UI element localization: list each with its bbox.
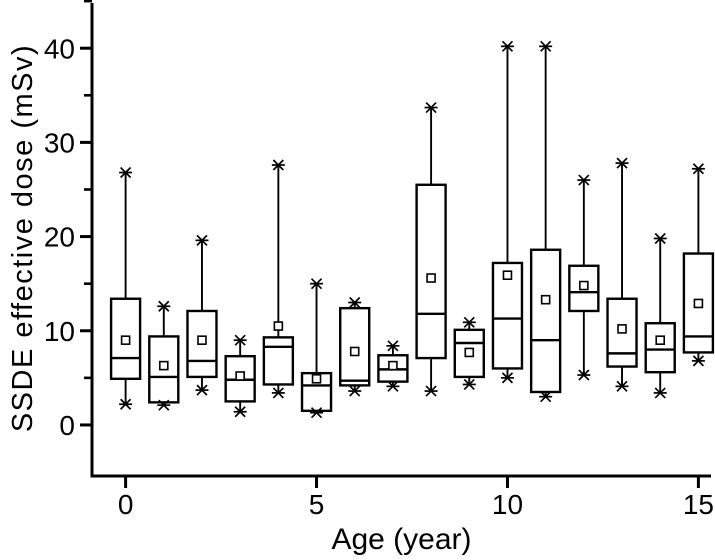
mean-marker: [655, 335, 666, 345]
x-axis-title: Age (year): [331, 523, 471, 556]
box-group-age-7: [377, 340, 409, 392]
iqr-box: [415, 183, 447, 360]
whisker-cap-icon: [691, 355, 705, 367]
whisker-cap-icon: [119, 166, 133, 179]
mean-marker: [540, 294, 551, 305]
whisker-cap-icon: [271, 387, 285, 399]
mean-marker: [158, 360, 169, 371]
y-tick-label: 30: [44, 127, 75, 158]
whisker-cap-icon: [157, 300, 171, 312]
mean-marker: [120, 335, 131, 345]
whisker-cap-icon: [386, 340, 400, 352]
mean-marker: [579, 280, 589, 291]
box-group-age-4: [262, 159, 295, 399]
iqr-box: [529, 248, 562, 394]
y-axis-title: SSDE effective dose (mSv): [7, 44, 39, 432]
x-tick-label: 5: [309, 489, 325, 520]
y-tick-label: 10: [44, 316, 75, 347]
iqr-box: [262, 336, 295, 386]
y-tick-label: 40: [44, 33, 75, 64]
mean-marker: [693, 298, 704, 309]
x-tick-label: 0: [118, 489, 134, 520]
whisker-cap-icon: [500, 40, 514, 52]
whisker-cap-icon: [424, 385, 438, 397]
mean-marker: [464, 347, 475, 358]
box-group-age-14: [644, 232, 676, 399]
box-group-age-15: [682, 163, 715, 367]
mean-marker: [273, 321, 284, 331]
whisker-cap-icon: [195, 384, 209, 396]
y-tick-label: 20: [44, 222, 75, 253]
mean-marker: [388, 360, 398, 371]
y-tick-label: 0: [59, 410, 75, 441]
mean-marker: [349, 346, 360, 357]
box-group-age-10: [491, 40, 524, 384]
iqr-box: [453, 328, 485, 379]
x-tick-label: 10: [492, 489, 523, 520]
box-group-age-13: [606, 157, 638, 392]
x-tick-label: 15: [683, 489, 714, 520]
whisker-cap-icon: [310, 407, 324, 419]
box-group-age-3: [224, 334, 256, 418]
box-group-age-6: [339, 296, 371, 397]
whisker-cap-icon: [577, 369, 591, 381]
whisker-cap-icon: [386, 380, 400, 392]
mean-marker: [235, 371, 245, 381]
box-group-age-1: [148, 300, 180, 411]
whisker-cap-icon: [500, 372, 514, 384]
whisker-cap-icon: [462, 316, 476, 328]
box-group-age-0: [109, 166, 142, 410]
box-group-age-9: [453, 316, 485, 391]
whisker-cap-icon: [348, 385, 362, 397]
mean-marker: [197, 335, 207, 345]
mean-marker: [311, 374, 322, 384]
whisker-cap-icon: [653, 232, 667, 245]
whisker-cap-icon: [615, 380, 629, 392]
box-group-age-5: [300, 278, 333, 419]
whisker-cap-icon: [462, 378, 476, 391]
box-group-age-8: [415, 101, 447, 397]
iqr-box: [491, 261, 524, 370]
whisker-cap-icon: [539, 391, 553, 403]
whisker-cap-icon: [233, 334, 247, 346]
whisker-cap-icon: [539, 40, 553, 52]
whisker-cap-icon: [119, 398, 133, 410]
box-group-age-11: [529, 40, 562, 403]
whisker-cap-icon: [233, 406, 247, 418]
mean-marker: [617, 324, 627, 334]
whisker-cap-icon: [157, 399, 171, 411]
mean-marker: [502, 270, 513, 280]
box-group-age-12: [568, 174, 600, 381]
mean-marker: [426, 273, 436, 283]
box-group-age-2: [186, 234, 218, 396]
whisker-cap-icon: [195, 234, 209, 246]
whisker-cap-icon: [424, 101, 438, 114]
whisker-cap-icon: [615, 157, 629, 169]
whisker-cap-icon: [653, 387, 667, 399]
iqr-box: [109, 297, 142, 381]
whisker-cap-icon: [348, 296, 362, 309]
whisker-cap-icon: [577, 174, 591, 186]
iqr-box: [644, 322, 676, 374]
whisker-cap-icon: [691, 163, 705, 175]
whisker-cap-icon: [310, 278, 324, 290]
whisker-cap-icon: [271, 159, 285, 171]
